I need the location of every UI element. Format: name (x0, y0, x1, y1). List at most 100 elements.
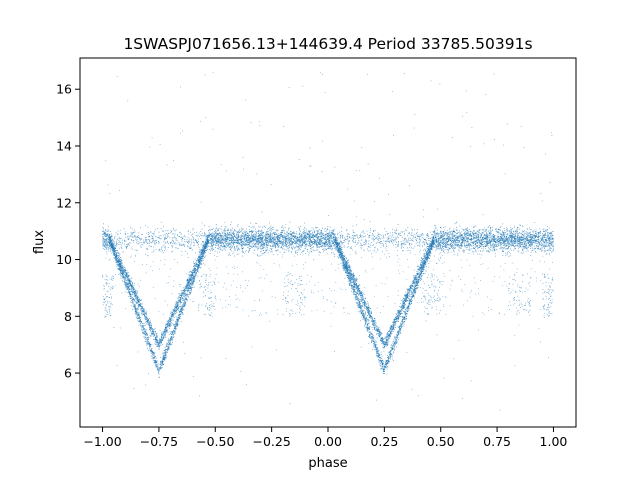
data-point (380, 332, 382, 334)
data-point (104, 240, 106, 242)
data-point (229, 234, 231, 236)
data-point (460, 245, 462, 247)
data-point (389, 355, 391, 357)
data-point (454, 230, 456, 232)
data-point (519, 236, 521, 238)
data-point (509, 237, 511, 239)
data-point (277, 243, 279, 245)
data-point (500, 233, 502, 235)
data-point (319, 229, 321, 230)
data-point (253, 238, 255, 240)
data-point (530, 234, 532, 236)
data-point (435, 240, 436, 242)
data-point (189, 240, 190, 242)
data-point (406, 313, 408, 315)
data-point (373, 337, 375, 338)
data-point (383, 368, 384, 370)
data-point (504, 231, 506, 233)
data-point (488, 238, 490, 240)
data-point (395, 244, 397, 245)
data-point (341, 252, 343, 254)
data-point (550, 250, 551, 251)
data-point (128, 296, 130, 297)
data-point (424, 256, 426, 258)
data-point (132, 283, 134, 285)
data-point (257, 243, 259, 245)
data-point (309, 238, 311, 239)
data-point (172, 240, 174, 241)
data-point (367, 314, 369, 316)
data-point (174, 324, 176, 326)
data-point (261, 235, 262, 237)
data-point (269, 242, 271, 244)
data-point (502, 250, 504, 252)
data-point (197, 245, 199, 246)
data-point (306, 251, 308, 253)
data-point (281, 226, 283, 228)
data-point (149, 240, 150, 242)
data-point (155, 363, 156, 365)
data-point (551, 242, 553, 244)
data-point (179, 295, 181, 296)
data-point (456, 244, 458, 246)
data-point (125, 240, 127, 242)
data-point (249, 249, 251, 251)
data-point (410, 286, 412, 288)
data-point (373, 230, 374, 232)
data-point (284, 245, 285, 247)
data-point (536, 236, 538, 237)
data-point (333, 238, 335, 240)
data-point (507, 238, 509, 240)
data-point (171, 242, 173, 244)
data-point (267, 252, 269, 254)
data-point (490, 237, 492, 239)
data-point (553, 249, 554, 251)
data-point (350, 279, 351, 281)
data-point (351, 290, 352, 292)
data-point (451, 241, 453, 243)
data-point (191, 277, 192, 278)
data-point (435, 236, 437, 238)
data-point (211, 233, 213, 235)
data-point (365, 326, 367, 328)
data-point (357, 242, 359, 244)
data-point (209, 240, 211, 242)
data-point (447, 234, 448, 236)
data-point (170, 336, 172, 338)
data-point (320, 241, 322, 243)
data-point (384, 344, 386, 345)
data-point (474, 232, 476, 233)
data-point (446, 242, 448, 244)
data-point (183, 241, 185, 243)
data-point (146, 232, 148, 234)
data-point (238, 239, 240, 241)
data-point (356, 279, 358, 281)
data-point (402, 302, 404, 304)
data-point (284, 235, 286, 237)
data-point (159, 250, 161, 252)
data-point (509, 243, 511, 244)
data-point (300, 246, 302, 248)
data-point (283, 228, 285, 230)
data-point (324, 244, 325, 246)
data-point (544, 237, 546, 239)
data-point (502, 239, 504, 240)
data-point (481, 238, 483, 240)
data-point (287, 233, 289, 234)
data-point (230, 241, 232, 243)
data-point (365, 312, 366, 314)
data-point (359, 290, 360, 292)
data-point (227, 243, 229, 245)
data-point (196, 242, 198, 243)
data-point (437, 233, 439, 235)
data-point (415, 289, 417, 291)
data-point (401, 243, 403, 245)
data-point (329, 242, 331, 244)
data-point (437, 229, 439, 231)
data-point (272, 236, 274, 238)
data-point (164, 354, 165, 356)
data-point (217, 244, 219, 245)
data-point (304, 248, 306, 249)
data-point (192, 273, 194, 275)
data-point (293, 232, 295, 234)
